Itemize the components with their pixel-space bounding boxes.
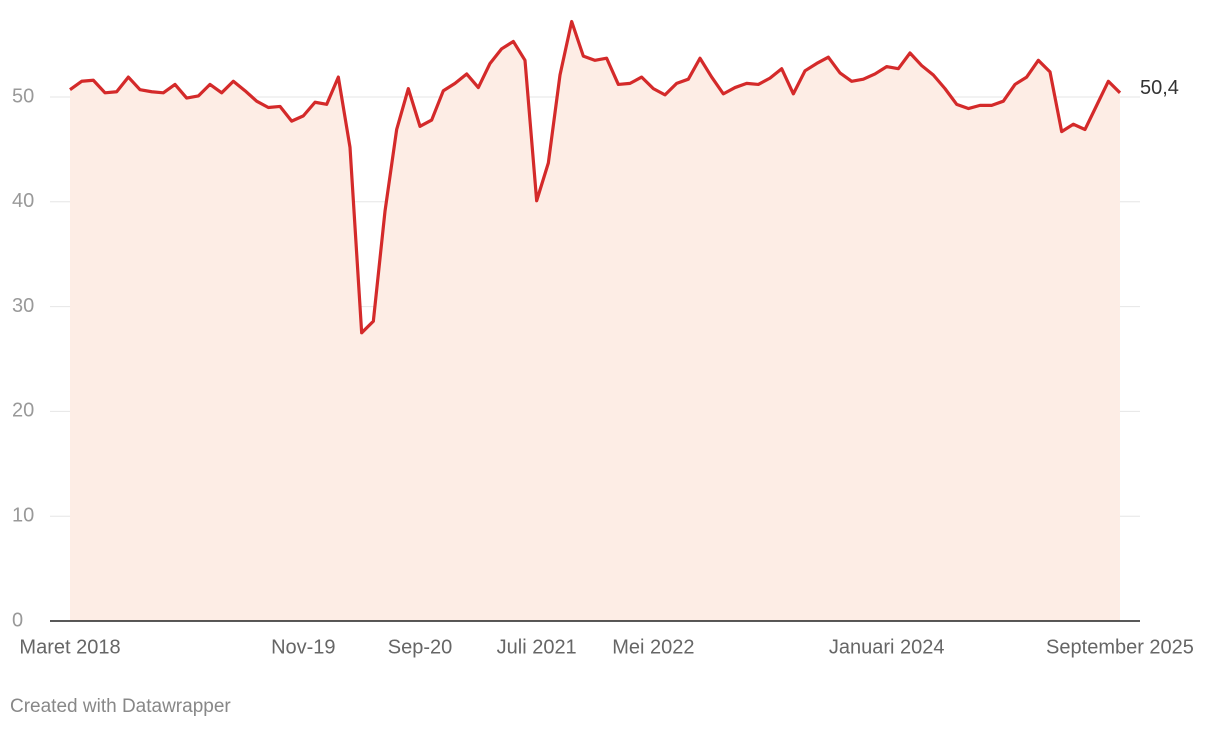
value-label: 50,4 [1140,77,1179,99]
x-tick-label: September 2025 [1046,636,1194,658]
x-tick-label: Mei 2022 [612,636,694,658]
x-tick-label: Nov-19 [271,636,335,658]
y-tick-label: 30 [12,295,34,317]
line [69,19,1122,335]
y-tick-label: 0 [12,609,23,631]
y-tick-label: 50 [12,85,34,107]
x-tick-label: Sep-20 [388,636,453,658]
x-tick-label: Maret 2018 [19,636,120,658]
credit: Created with Datawrapper [10,696,231,717]
x-tick-label: Juli 2021 [497,636,577,658]
y-tick-label: 20 [12,400,34,422]
y-tick-label: 40 [12,190,34,212]
y-tick-label: 10 [12,504,34,526]
area [70,21,1120,621]
x-tick-label: Januari 2024 [829,636,945,658]
